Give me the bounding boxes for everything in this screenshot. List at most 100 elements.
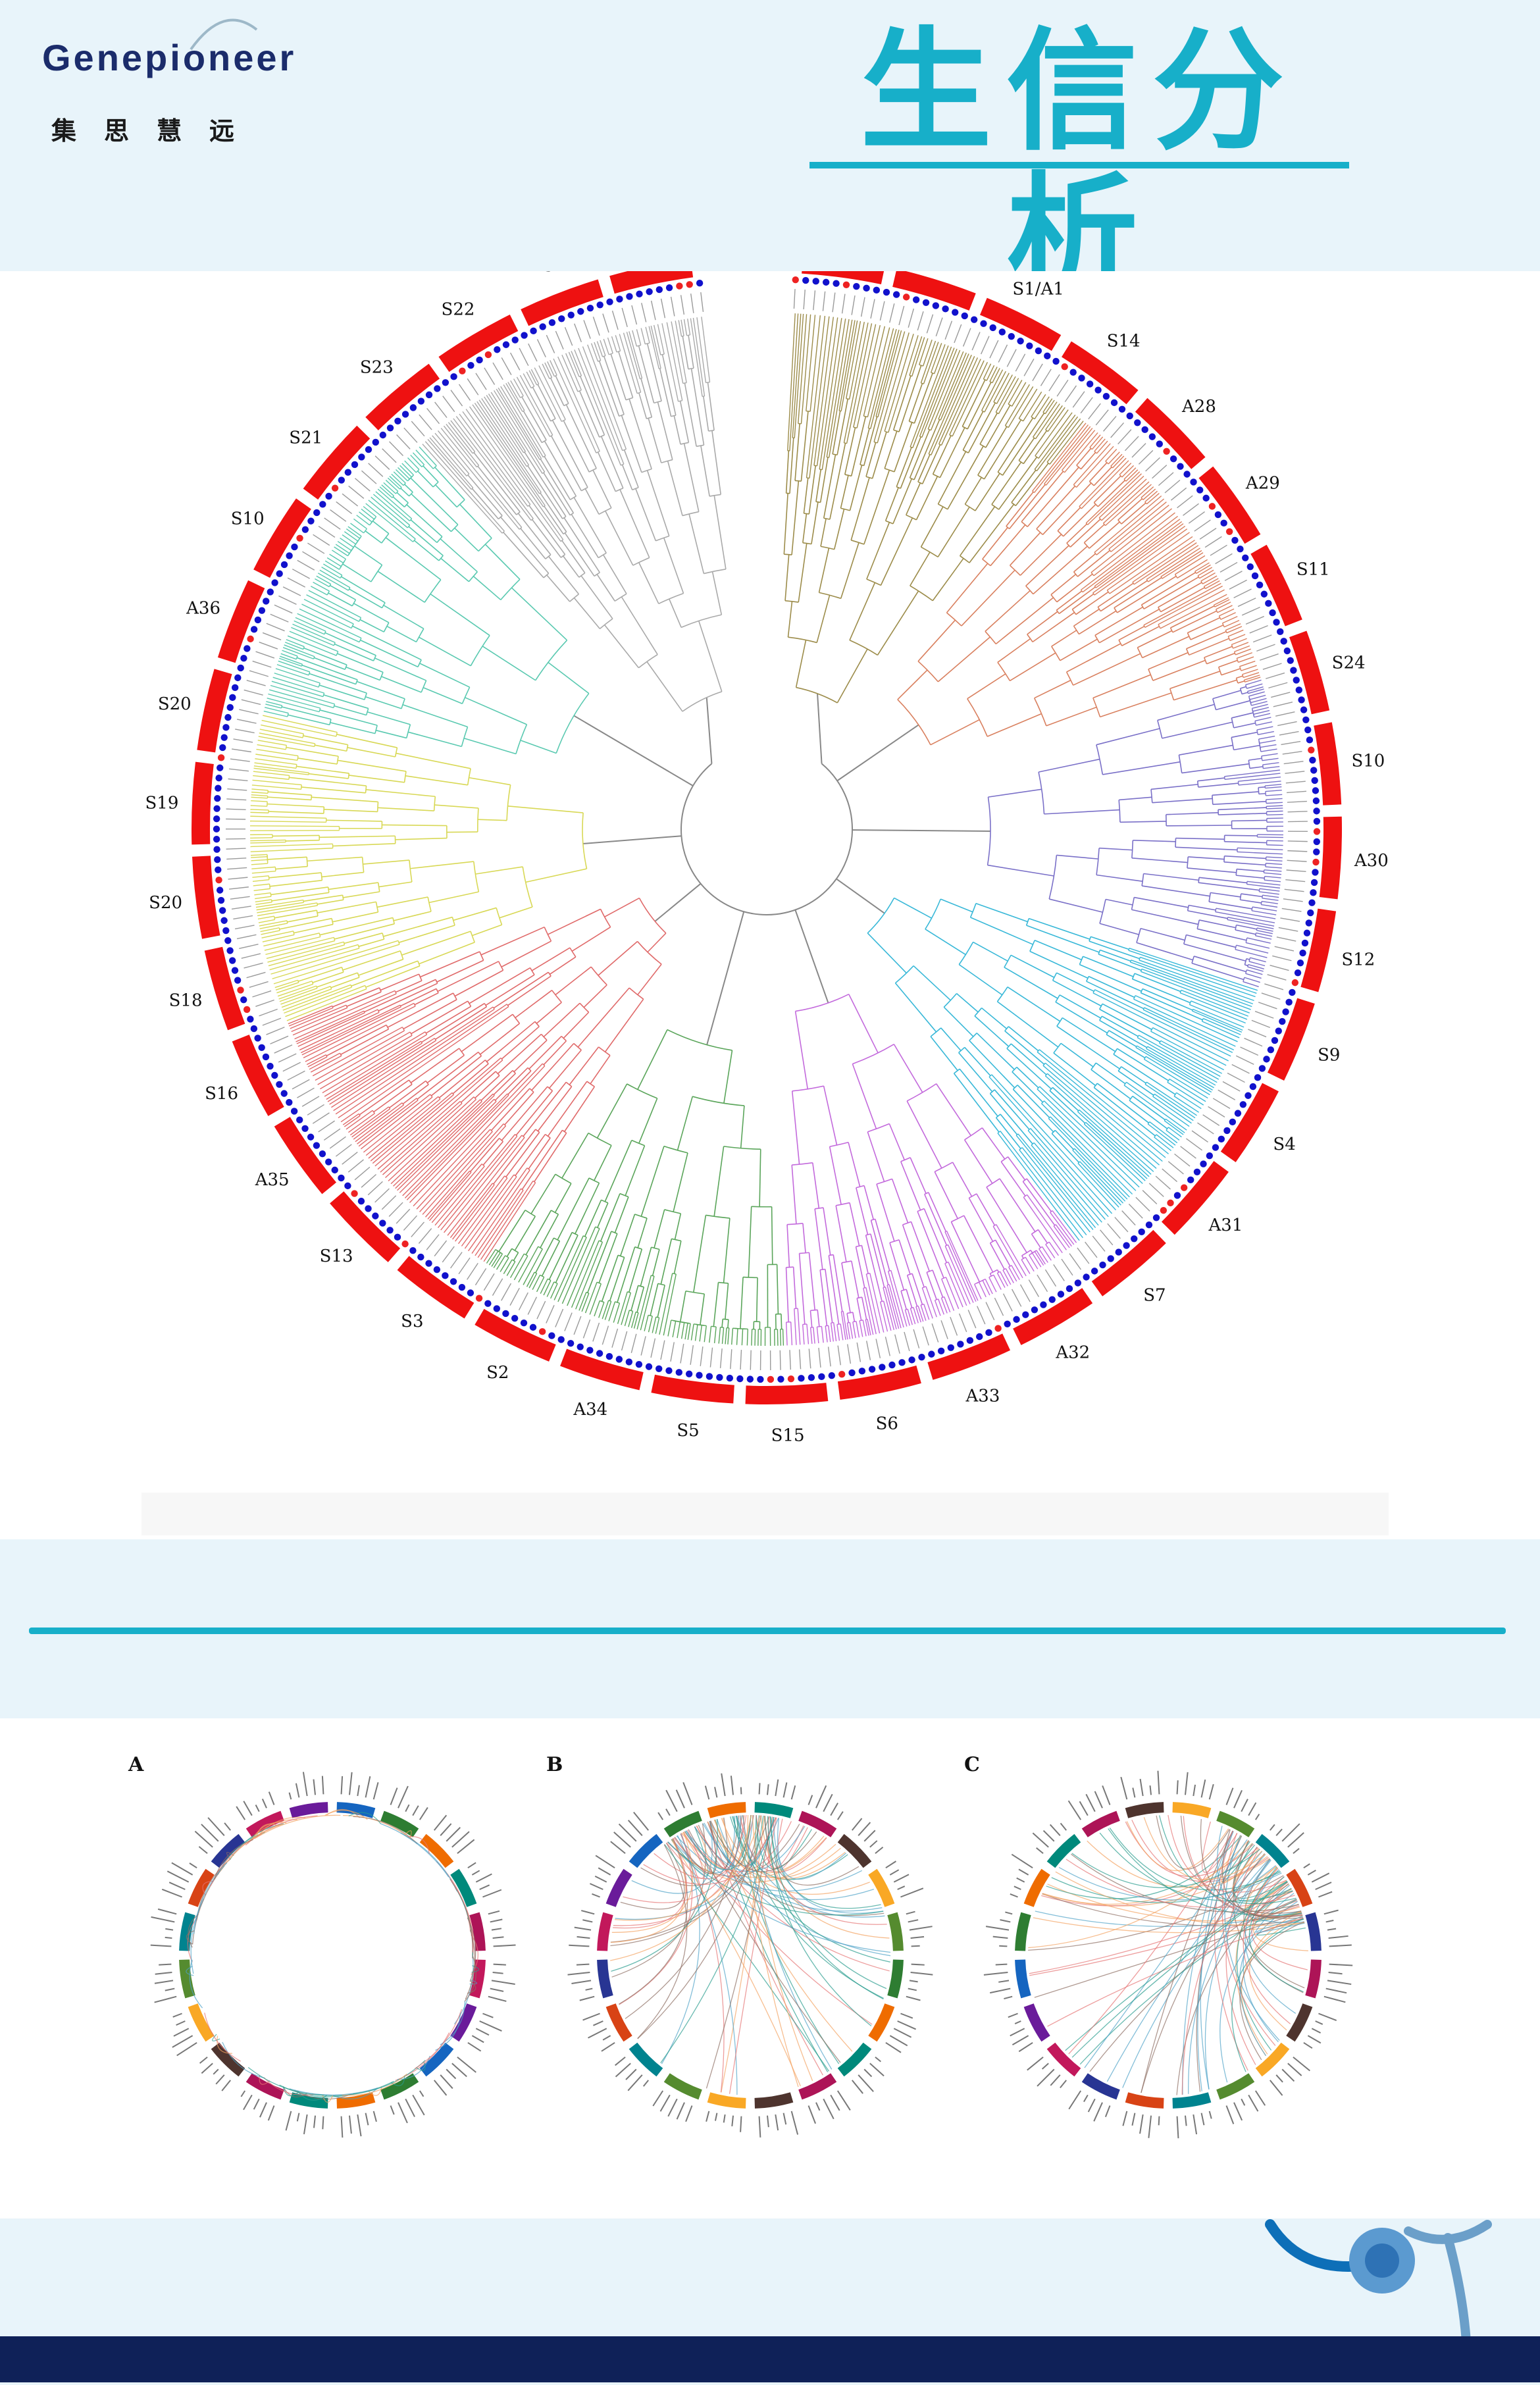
- clade-ring-segment: [206, 671, 223, 751]
- leaf-marker: [240, 996, 247, 1003]
- leaf-marker: [425, 1260, 432, 1267]
- leaf-marker: [1229, 1119, 1236, 1125]
- leaf-marker: [727, 1375, 733, 1381]
- leaf-marker: [1308, 746, 1314, 753]
- chromosome-segment: [1291, 2005, 1308, 2039]
- leaf-marker: [1313, 798, 1320, 804]
- leaf-marker: [338, 1175, 344, 1181]
- leaf-label-band: [226, 289, 1308, 1370]
- leaf-marker: [215, 775, 222, 781]
- leaf-marker: [813, 278, 819, 284]
- leaf-marker: [802, 277, 809, 284]
- leaf-marker: [1087, 380, 1093, 387]
- leaf-marker: [224, 714, 231, 721]
- logo-subtitle: 集思慧远: [51, 111, 262, 147]
- leaf-marker: [307, 518, 314, 525]
- clade-label: S4: [1273, 1135, 1295, 1154]
- leaf-marker: [1247, 563, 1254, 570]
- leaf-marker: [218, 754, 224, 761]
- leaf-marker: [980, 320, 987, 326]
- panel-label: B: [546, 1753, 563, 1776]
- leaf-marker: [1200, 1160, 1206, 1167]
- leaf-marker: [511, 1315, 518, 1321]
- leaf-marker: [232, 684, 238, 691]
- leaf-marker: [237, 987, 244, 993]
- leaf-marker: [928, 1350, 935, 1357]
- leaf-marker: [1254, 1074, 1261, 1081]
- clade-label: S12: [1341, 950, 1375, 969]
- leaf-marker: [1282, 1008, 1289, 1015]
- leaf-marker: [636, 1361, 642, 1368]
- leaf-marker: [1299, 950, 1306, 956]
- leaf-marker: [215, 784, 221, 791]
- leaf-marker: [808, 1374, 815, 1381]
- clade-label: S16: [205, 1084, 238, 1104]
- leaf-marker: [1004, 1321, 1010, 1327]
- chromosome-segment: [1020, 1960, 1026, 1997]
- leaf-marker: [521, 1320, 527, 1326]
- chromosome-segment: [892, 1960, 898, 1997]
- chromosome-segment: [1259, 1838, 1285, 1864]
- chromosome-segment: [892, 1914, 898, 1951]
- leaf-marker: [229, 694, 236, 701]
- leaf-marker: [1031, 1306, 1038, 1313]
- clade-label: S13: [320, 1246, 353, 1266]
- leaf-marker: [1058, 1291, 1064, 1297]
- clade-ring-segment: [201, 763, 205, 844]
- clade-ring-segment: [839, 1374, 919, 1391]
- leaf-marker: [358, 1198, 365, 1204]
- leaf-marker: [1300, 706, 1307, 713]
- leaf-marker: [686, 1370, 692, 1377]
- leaf-marker: [222, 927, 229, 934]
- leaf-marker: [706, 1373, 713, 1379]
- leaf-marker: [450, 1278, 457, 1285]
- leaf-marker: [1190, 478, 1196, 485]
- leaf-marker: [450, 373, 457, 380]
- leaf-marker: [577, 1343, 583, 1350]
- leaf-marker: [1242, 554, 1248, 561]
- leaf-marker: [1116, 1248, 1122, 1255]
- clade-label: S9: [1318, 1045, 1340, 1065]
- leaf-marker: [229, 957, 236, 963]
- leaf-marker: [217, 886, 223, 893]
- leaf-marker: [1312, 787, 1319, 794]
- leaf-marker: [296, 1116, 303, 1123]
- synteny-link: [1125, 1822, 1254, 1876]
- leaf-marker: [1269, 609, 1275, 616]
- leaf-marker: [521, 332, 527, 338]
- chromosome-segment: [291, 1807, 328, 1813]
- leaf-marker: [1287, 657, 1294, 664]
- clade-label: A32: [1055, 1343, 1090, 1363]
- leaf-marker: [952, 309, 958, 315]
- tree-caption-strip: [141, 1493, 1389, 1535]
- leaf-marker: [1069, 369, 1076, 376]
- clade-ring-segment: [479, 1317, 552, 1353]
- leaf-marker: [213, 846, 220, 853]
- leaf-marker: [410, 404, 417, 411]
- synteny-link: [191, 1899, 204, 1974]
- leaf-marker: [291, 1108, 297, 1114]
- leaf-marker: [1308, 900, 1315, 906]
- leaf-marker: [1314, 828, 1320, 834]
- leaf-marker: [1141, 426, 1148, 433]
- leaf-marker: [1146, 1221, 1152, 1228]
- tree-branches: [250, 313, 1283, 1346]
- chromosome-segment: [1218, 2078, 1252, 2095]
- leaf-marker: [409, 1247, 416, 1254]
- chromosome-segment: [602, 1914, 608, 1951]
- chromosome-segment: [611, 1872, 628, 1905]
- leaf-marker: [1026, 342, 1033, 349]
- leaf-marker: [220, 917, 227, 924]
- leaf-marker: [843, 282, 850, 288]
- leaf-marker: [777, 1376, 784, 1383]
- leaf-marker: [853, 283, 860, 290]
- leaf-marker: [1167, 1200, 1173, 1206]
- leaf-marker: [869, 1366, 875, 1372]
- chromosome-segment: [800, 2078, 834, 2095]
- leaf-marker: [1231, 537, 1238, 544]
- leaf-marker: [1212, 1144, 1219, 1150]
- chromosome-segment: [841, 2046, 867, 2072]
- leaf-marker: [716, 1374, 723, 1381]
